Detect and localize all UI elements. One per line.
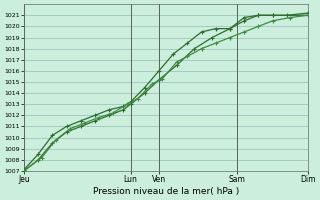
X-axis label: Pression niveau de la mer( hPa ): Pression niveau de la mer( hPa ) — [93, 187, 239, 196]
